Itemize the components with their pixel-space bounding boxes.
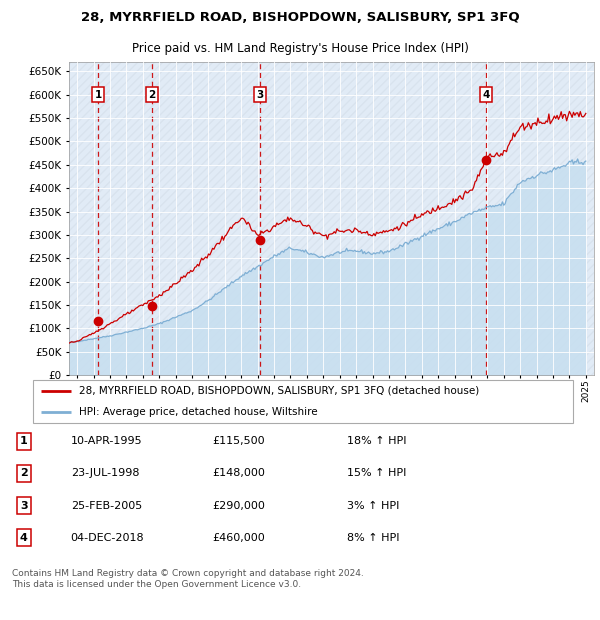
Text: 10-APR-1995: 10-APR-1995 [71,436,142,446]
FancyBboxPatch shape [33,380,573,423]
Text: 4: 4 [482,90,490,100]
Text: Contains HM Land Registry data © Crown copyright and database right 2024.
This d: Contains HM Land Registry data © Crown c… [12,569,364,589]
Text: £148,000: £148,000 [212,469,265,479]
Text: Price paid vs. HM Land Registry's House Price Index (HPI): Price paid vs. HM Land Registry's House … [131,42,469,55]
Text: 8% ↑ HPI: 8% ↑ HPI [347,533,400,542]
Text: 3% ↑ HPI: 3% ↑ HPI [347,500,400,510]
Text: 2: 2 [148,90,155,100]
Text: 18% ↑ HPI: 18% ↑ HPI [347,436,407,446]
Text: 3: 3 [256,90,263,100]
Text: 1: 1 [94,90,101,100]
Text: 25-FEB-2005: 25-FEB-2005 [71,500,142,510]
Text: 3: 3 [20,500,28,510]
Text: 15% ↑ HPI: 15% ↑ HPI [347,469,406,479]
Text: 1: 1 [20,436,28,446]
Text: 4: 4 [20,533,28,542]
Text: 28, MYRRFIELD ROAD, BISHOPDOWN, SALISBURY, SP1 3FQ: 28, MYRRFIELD ROAD, BISHOPDOWN, SALISBUR… [80,12,520,24]
Text: HPI: Average price, detached house, Wiltshire: HPI: Average price, detached house, Wilt… [79,407,318,417]
Text: £460,000: £460,000 [212,533,265,542]
Text: 04-DEC-2018: 04-DEC-2018 [71,533,145,542]
Text: £290,000: £290,000 [212,500,265,510]
Text: 2: 2 [20,469,28,479]
Text: £115,500: £115,500 [212,436,265,446]
Text: 28, MYRRFIELD ROAD, BISHOPDOWN, SALISBURY, SP1 3FQ (detached house): 28, MYRRFIELD ROAD, BISHOPDOWN, SALISBUR… [79,386,479,396]
Text: 23-JUL-1998: 23-JUL-1998 [71,469,139,479]
